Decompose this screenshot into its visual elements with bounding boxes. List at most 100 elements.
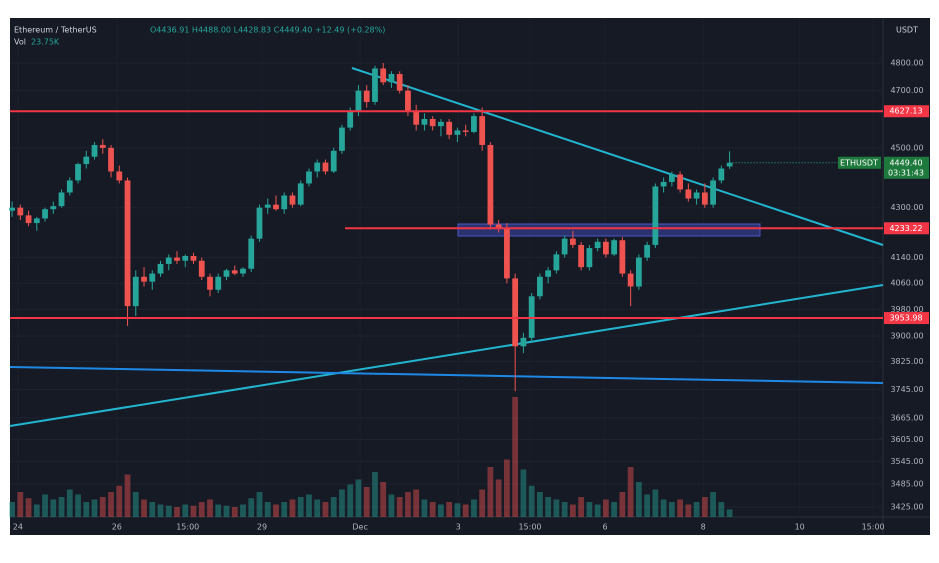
candle-body bbox=[9, 207, 15, 211]
candle-body bbox=[668, 174, 675, 182]
volume-bar bbox=[198, 502, 205, 517]
candle-body bbox=[207, 276, 213, 290]
volume-bar bbox=[454, 503, 461, 517]
candle-body bbox=[215, 276, 222, 290]
volume-bar bbox=[207, 499, 213, 517]
candle-body bbox=[528, 296, 535, 338]
y-tick-label: 3745.00 bbox=[890, 385, 923, 394]
volume-layer bbox=[9, 397, 733, 517]
volume-bar bbox=[174, 507, 180, 517]
candle-body bbox=[718, 168, 725, 181]
candle-body bbox=[545, 270, 552, 277]
candle-body bbox=[190, 255, 197, 261]
volume-bar bbox=[413, 489, 420, 517]
candle-body bbox=[627, 273, 634, 287]
volume-bar bbox=[141, 499, 147, 517]
candle-body bbox=[50, 206, 57, 210]
volume-bar bbox=[421, 499, 428, 517]
candle-body bbox=[141, 276, 147, 282]
candle-body bbox=[149, 273, 156, 282]
volume-bar bbox=[58, 497, 65, 517]
candle-body bbox=[479, 116, 486, 145]
volume-bar bbox=[297, 497, 304, 517]
candle-body bbox=[223, 270, 230, 277]
volume-bar bbox=[388, 494, 395, 517]
y-tick-label: 4300.00 bbox=[890, 203, 923, 212]
x-tick-label: Dec bbox=[352, 523, 367, 532]
volume-bar bbox=[644, 494, 651, 517]
countdown-label: 03:31:43 bbox=[888, 168, 924, 177]
candle-body bbox=[578, 244, 585, 268]
volume-bar bbox=[33, 504, 40, 517]
volume-bar bbox=[273, 504, 279, 517]
candle-body bbox=[537, 276, 543, 297]
candle-body bbox=[487, 144, 494, 225]
zone-rectangle bbox=[457, 223, 761, 237]
volume-bar bbox=[553, 499, 560, 517]
y-tick-label: 3485.00 bbox=[890, 480, 923, 489]
candle-body bbox=[652, 186, 659, 245]
x-tick-label: 15:00 bbox=[518, 523, 541, 532]
currency-label: USDT bbox=[896, 26, 918, 35]
candle-body bbox=[347, 110, 354, 128]
candle-body bbox=[273, 204, 279, 210]
candle-body bbox=[701, 192, 708, 205]
volume-bar bbox=[685, 504, 692, 517]
candle-body bbox=[438, 121, 444, 127]
volume-bar bbox=[355, 479, 362, 517]
volume-bar bbox=[520, 469, 527, 517]
candle-body bbox=[586, 248, 593, 268]
volume-bar bbox=[306, 494, 312, 517]
candle-body bbox=[495, 224, 502, 228]
trend-line bbox=[9, 284, 884, 427]
candle-body bbox=[165, 257, 172, 264]
volume-bar bbox=[108, 492, 114, 517]
candle-body bbox=[372, 68, 378, 102]
volume-bar bbox=[668, 502, 675, 517]
candle-body bbox=[297, 183, 304, 205]
volume-bar bbox=[718, 502, 725, 517]
candle-layer bbox=[9, 62, 733, 392]
level-label: 3953.98 bbox=[889, 314, 922, 323]
last-price-box bbox=[884, 156, 929, 179]
candle-body bbox=[611, 240, 618, 255]
volume-bar bbox=[396, 497, 403, 517]
volume-bar bbox=[429, 502, 436, 517]
y-tick-label: 4500.00 bbox=[890, 143, 923, 152]
candle-body bbox=[132, 276, 139, 307]
volume-bar bbox=[693, 502, 700, 517]
x-tick-label: 8 bbox=[701, 523, 706, 532]
candle-body bbox=[42, 209, 48, 219]
volume-bar bbox=[281, 502, 288, 517]
x-tick-label: 6 bbox=[603, 523, 608, 532]
candle-body bbox=[553, 254, 560, 271]
volume-bar bbox=[462, 504, 469, 517]
candle-body bbox=[108, 147, 114, 172]
volume-bar bbox=[99, 497, 106, 517]
candle-body bbox=[520, 337, 527, 347]
volume-bar bbox=[635, 482, 642, 517]
candle-body bbox=[289, 195, 296, 205]
trend-line bbox=[9, 366, 884, 384]
candle-body bbox=[570, 238, 576, 245]
volume-bar bbox=[471, 499, 477, 517]
candle-body bbox=[66, 180, 73, 193]
volume-value: 23.75K bbox=[31, 38, 60, 47]
volume-bar bbox=[528, 485, 535, 517]
volume-bar bbox=[116, 485, 123, 517]
volume-bar bbox=[42, 494, 48, 517]
volume-bar bbox=[124, 474, 131, 517]
volume-bar bbox=[17, 492, 24, 517]
volume-bar bbox=[248, 498, 255, 517]
level-label-box bbox=[884, 222, 929, 235]
candle-body bbox=[396, 73, 403, 91]
candle-body bbox=[405, 90, 411, 111]
volume-bar bbox=[289, 499, 296, 517]
candle-body bbox=[174, 257, 180, 261]
candle-body bbox=[99, 144, 106, 148]
candle-body bbox=[116, 171, 123, 181]
candle-body bbox=[83, 156, 90, 165]
candle-body bbox=[462, 130, 469, 132]
symbol-tag-box bbox=[838, 156, 881, 169]
